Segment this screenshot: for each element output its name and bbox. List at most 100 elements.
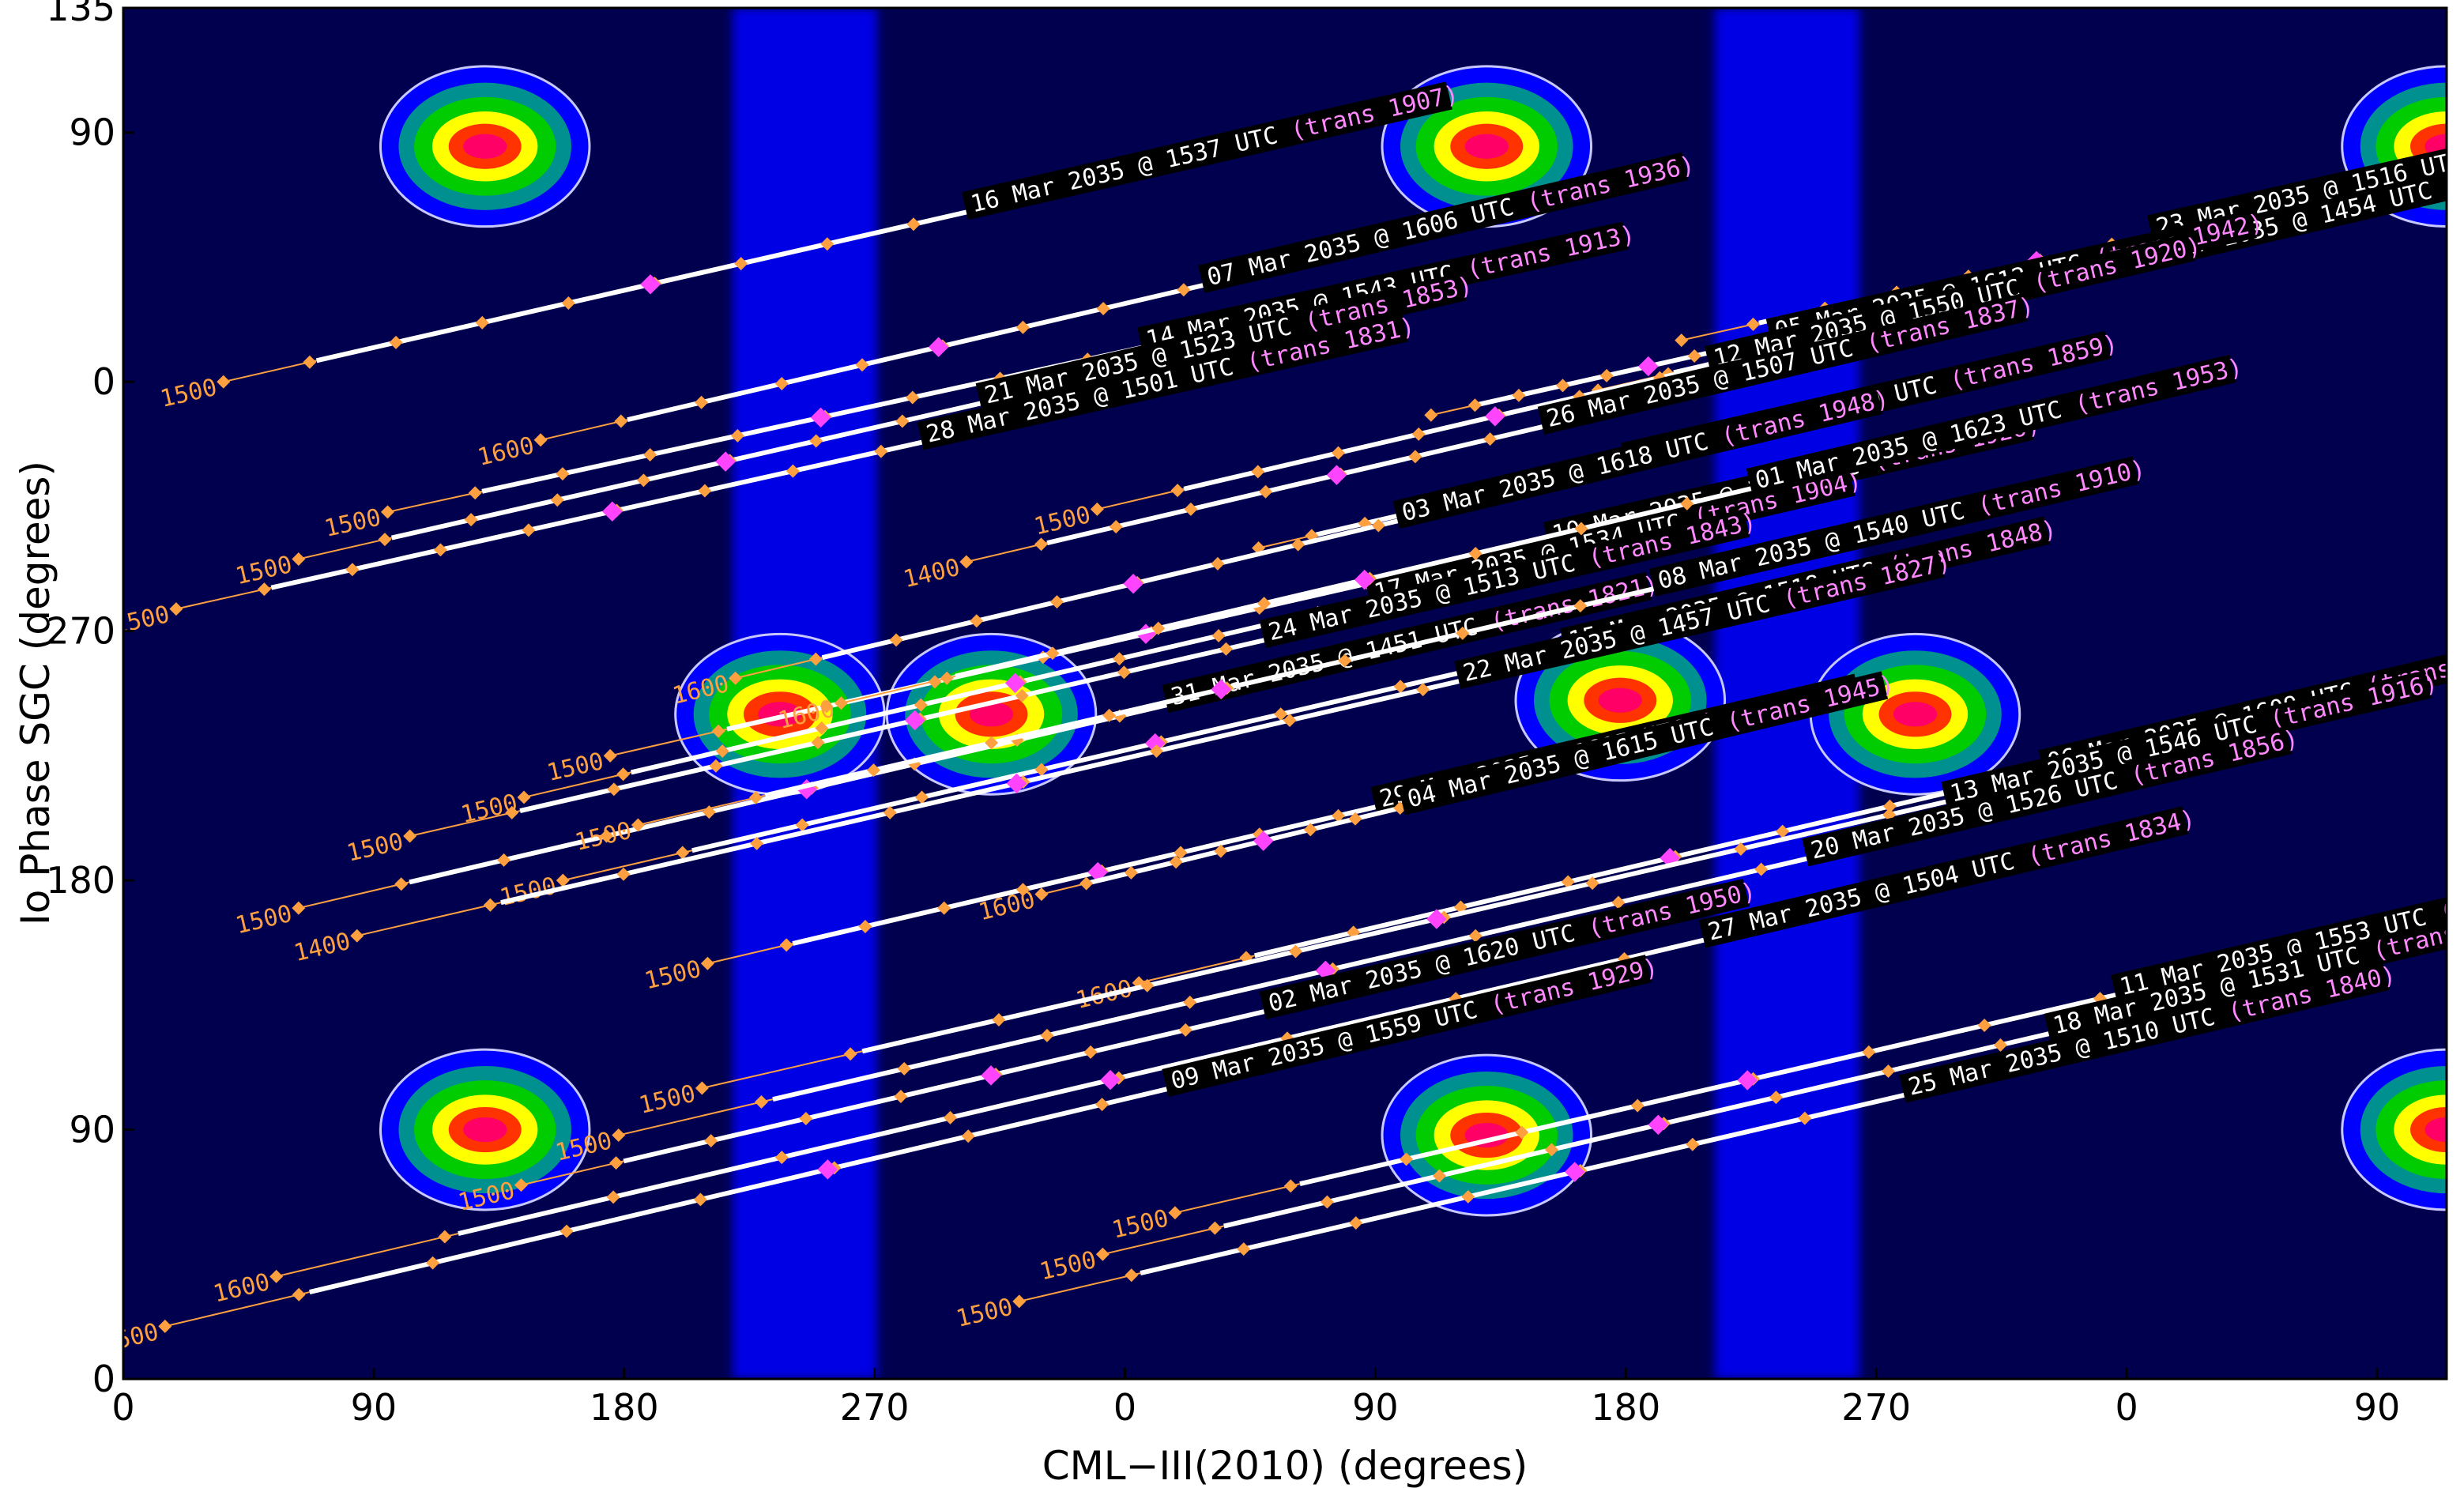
track-marker [729,671,743,685]
track-marker [631,818,645,832]
track-marker [468,486,482,500]
track-label-box [2111,862,2447,1003]
track-marker [550,493,564,507]
track-label-box [1162,571,1652,713]
track-marker [1348,812,1362,826]
emission-region [674,632,886,796]
track-marker [345,563,360,577]
track-marker [1630,1098,1645,1113]
track-marker [1320,1195,1334,1209]
track-marker [774,377,789,391]
track-marker [559,1224,574,1238]
x-tick-label: 90 [351,1386,397,1429]
track-marker [1178,1023,1192,1037]
y-axis-ticks: 0 90 180 270 0 90 135 [46,0,134,1400]
track-marker [1432,1169,1446,1183]
track-label-box [1698,806,2189,948]
track-label-box [1537,293,2028,435]
track-lead [223,360,317,383]
transit-marker [715,451,736,472]
track-marker [992,1013,1006,1027]
track-marker [1012,1294,1027,1309]
y-tick-label: 180 [46,859,115,902]
track-marker [811,736,825,750]
track-label-box [1259,509,1750,648]
emission-contour [463,134,507,159]
track-marker [599,829,613,843]
track-marker [1259,484,1273,499]
track-marker [1303,823,1317,837]
track-label-box [1899,962,2390,1103]
track-marker [815,721,829,735]
track-marker [779,938,793,952]
track-marker [748,790,763,804]
track-marker [1034,887,1049,902]
track-marker [426,1256,440,1270]
track-marker [533,433,548,447]
track-label-box [1941,670,2432,810]
x-tick-label: 0 [2115,1386,2138,1429]
track-lead [735,657,823,680]
track-marker [1102,708,1117,722]
track-marker [889,633,903,647]
track-marker [643,447,657,461]
track-marker [1274,707,1288,721]
track-marker [1291,537,1305,552]
track-marker [1214,844,1228,858]
track-marker [517,790,531,804]
track-marker [1168,1206,1182,1220]
track-marker [1776,824,1790,838]
track-marker [561,296,575,310]
track-lead [1681,322,1759,341]
track-marker [1349,1216,1363,1230]
x-tick-label: 270 [840,1386,910,1429]
track-marker [1049,595,1064,609]
y-tick-label: 0 [92,1358,115,1400]
track-lead [702,1050,863,1089]
emission-region [1809,632,2021,796]
track-marker [704,1134,718,1148]
track-marker [834,696,848,710]
track-marker [858,920,872,933]
transit-marker [640,274,661,295]
track-lead [618,1098,774,1136]
y-tick-label: 135 [46,0,115,29]
track-marker [676,846,690,860]
track-marker [959,555,974,569]
track-marker [1754,862,1769,876]
track-line [772,834,1905,1102]
emission-region [1381,1053,1593,1217]
track-marker [1095,1098,1110,1112]
track-marker [1331,446,1345,460]
track-marker [693,1192,707,1207]
track-lead [356,902,502,937]
track-marker [809,434,823,448]
track-marker [1993,1038,2007,1052]
x-tick-label: 90 [2354,1386,2401,1429]
track-lead [707,943,793,965]
track-marker [1283,714,1297,728]
track-marker [1289,944,1302,959]
track-marker [257,582,271,597]
track-marker [389,335,403,349]
track-marker [612,1128,626,1143]
emission-contour [463,1117,507,1143]
track-lead [164,1291,310,1328]
track-marker [1461,1189,1475,1204]
track-marker [866,763,880,778]
track-marker [1083,1045,1098,1059]
track-lead [521,1160,624,1186]
emission-contour [969,702,1014,727]
track-marker [750,836,764,850]
track-marker [1862,1045,1876,1059]
track-label-box [962,81,1452,220]
track-marker [795,818,809,832]
track-line [458,917,1794,1236]
track-marker [1680,496,1694,510]
track-marker [695,395,709,409]
track-marker [1573,599,1588,613]
track-marker [1411,427,1426,441]
track-marker [1561,875,1575,889]
track-marker [1468,929,1483,943]
track-lead [1102,1225,1224,1256]
